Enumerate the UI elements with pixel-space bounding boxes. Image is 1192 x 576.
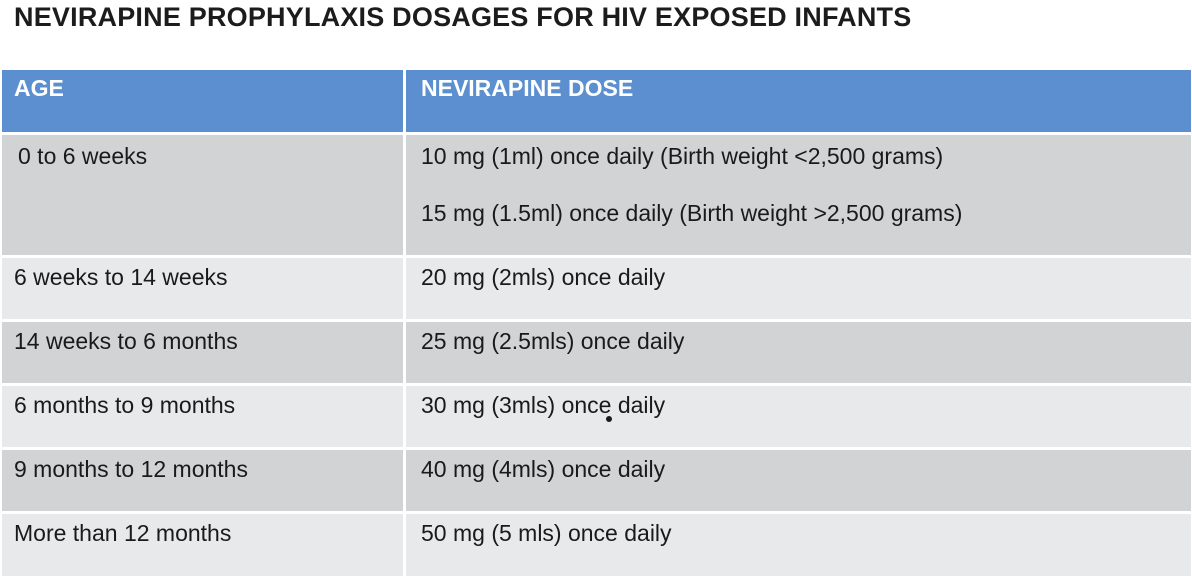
table-row: 6 weeks to 14 weeks 20 mg (2mls) once da… bbox=[2, 258, 1191, 322]
dose-line: 15 mg (1.5ml) once daily (Birth weight >… bbox=[421, 200, 963, 226]
age-cell: 9 months to 12 months bbox=[2, 450, 406, 511]
table-row: 6 months to 9 months 30 mg (3mls) once d… bbox=[2, 386, 1191, 450]
table-row: More than 12 months 50 mg (5 mls) once d… bbox=[2, 514, 1191, 576]
dose-cell: 10 mg (1ml) once daily (Birth weight <2,… bbox=[406, 135, 1191, 255]
column-header-dose: NEVIRAPINE DOSE bbox=[406, 70, 1191, 132]
table-row: 0 to 6 weeks 10 mg (1ml) once daily (Bir… bbox=[2, 135, 1191, 258]
dose-cell: 30 mg (3mls) once daily bbox=[406, 386, 1191, 447]
bullet-dot-icon bbox=[606, 416, 612, 422]
dosage-table: AGE NEVIRAPINE DOSE 0 to 6 weeks 10 mg (… bbox=[2, 70, 1191, 576]
dose-cell: 50 mg (5 mls) once daily bbox=[406, 514, 1191, 576]
table-row: 9 months to 12 months 40 mg (4mls) once … bbox=[2, 450, 1191, 514]
table-header-row: AGE NEVIRAPINE DOSE bbox=[2, 70, 1191, 135]
age-cell: 0 to 6 weeks bbox=[2, 135, 406, 255]
dose-line: 10 mg (1ml) once daily (Birth weight <2,… bbox=[421, 143, 944, 169]
dose-cell: 40 mg (4mls) once daily bbox=[406, 450, 1191, 511]
table-row: 14 weeks to 6 months 25 mg (2.5mls) once… bbox=[2, 322, 1191, 386]
page-title: NEVIRAPINE PROPHYLAXIS DOSAGES FOR HIV E… bbox=[14, 2, 912, 32]
age-cell: More than 12 months bbox=[2, 514, 406, 576]
age-cell: 6 weeks to 14 weeks bbox=[2, 258, 406, 319]
dose-cell: 25 mg (2.5mls) once daily bbox=[406, 322, 1191, 383]
age-cell: 6 months to 9 months bbox=[2, 386, 406, 447]
dose-cell: 20 mg (2mls) once daily bbox=[406, 258, 1191, 319]
age-cell: 14 weeks to 6 months bbox=[2, 322, 406, 383]
column-header-age: AGE bbox=[2, 70, 406, 132]
